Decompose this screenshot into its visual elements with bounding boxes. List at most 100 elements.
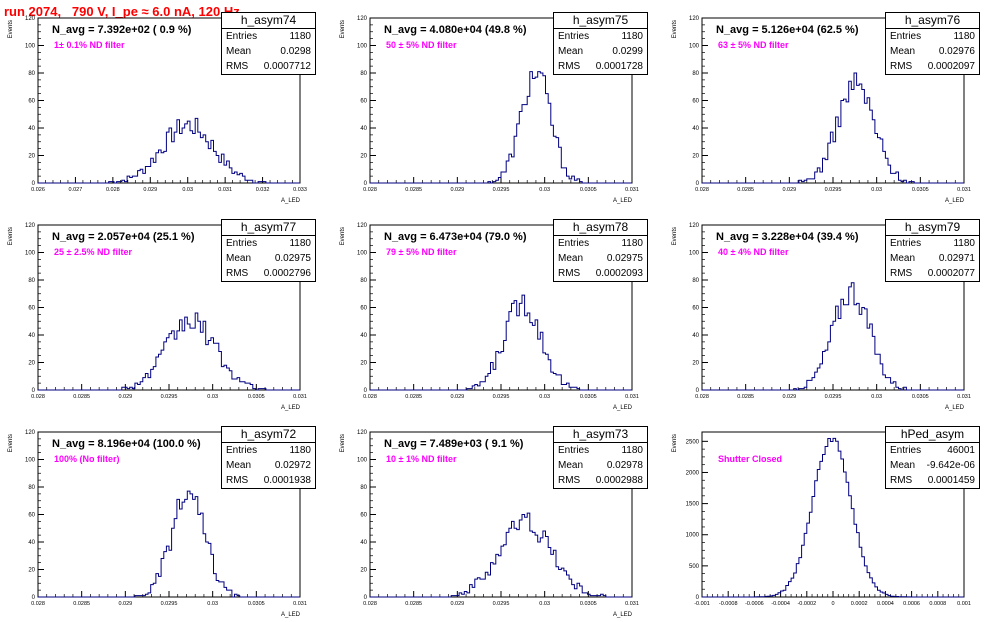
histogram-line (370, 294, 632, 391)
hist-svg: 0 20 40 60 80 100 120 0.028 0.0285 0.029 0.0295 0.0… (672, 223, 971, 411)
x-tick-label: 0.029 (143, 187, 157, 193)
x-tick-label: 0.029 (782, 394, 796, 400)
x-tick-label: 0.0305 (580, 394, 597, 400)
x-tick-label: -0.0008 (719, 601, 738, 607)
stat-row-entries: Entries 1180 (222, 29, 315, 44)
y-tick-label: 60 (692, 99, 699, 105)
y-axis-label: Events (8, 434, 14, 452)
hist-svg: 0 20 40 60 80 100 120 0.026 0.027 0.028 0.029 0.03 0… (8, 16, 307, 204)
y-tick-label: 1000 (686, 533, 700, 539)
stat-row-rms: RMS 0.0001728 (554, 59, 647, 74)
y-axis-label: Events (8, 20, 14, 38)
x-tick-label: 0.031 (218, 187, 232, 193)
histogram-line (370, 512, 632, 598)
x-tick-label: 0.0285 (405, 601, 422, 607)
y-axis-label: Events (672, 227, 678, 245)
histogram-line (370, 71, 632, 184)
stat-row-entries: Entries 1180 (886, 236, 979, 251)
histogram-line (38, 312, 300, 391)
y-tick-label: 2000 (686, 470, 700, 476)
stat-label: RMS (890, 475, 913, 486)
x-tick-label: 0.0006 (903, 601, 920, 607)
x-tick-label: 0.028 (695, 187, 709, 193)
stat-label: Mean (890, 460, 916, 471)
stat-label: Entries (558, 31, 590, 42)
y-tick-label: 100 (25, 251, 36, 257)
y-tick-label: 60 (28, 306, 35, 312)
y-tick-label: 1500 (686, 502, 700, 508)
x-tick-label: 0.0295 (493, 601, 510, 607)
x-tick-label: 0.029 (118, 601, 132, 607)
x-tick-label: -0.0004 (771, 601, 790, 607)
x-tick-label: 0.03 (207, 601, 218, 607)
navg-label: N_avg = 5.126e+04 (62.5 %) (716, 24, 859, 36)
stat-row-entries: Entries 1180 (554, 443, 647, 458)
stat-label: Mean (226, 46, 252, 57)
stat-value: 0.0001459 (927, 475, 975, 486)
x-tick-label: 0.0305 (580, 187, 597, 193)
stat-value: 1180 (621, 445, 643, 456)
y-tick-label: 80 (360, 485, 367, 491)
x-tick-label: 0.0285 (405, 394, 422, 400)
x-tick-label: 0.031 (293, 601, 307, 607)
filter-note: 1± 0.1% ND filter (54, 40, 125, 50)
x-tick-label: 0.03 (871, 394, 882, 400)
y-tick-label: 40 (360, 333, 367, 339)
y-tick-label: 40 (360, 126, 367, 132)
y-tick-label: 20 (28, 568, 35, 574)
y-tick-label: 40 (28, 333, 35, 339)
y-tick-label: 0 (696, 388, 700, 394)
stat-value: 0.02976 (938, 46, 975, 57)
stat-value: 0.0002077 (927, 268, 975, 279)
x-axis-label: A_LED (945, 198, 965, 204)
x-tick-label: 0.029 (450, 187, 464, 193)
navg-label: N_avg = 7.392e+02 ( 0.9 %) (52, 24, 192, 36)
y-tick-label: 80 (360, 278, 367, 284)
filter-note: 100% (No filter) (54, 454, 120, 464)
y-tick-label: 20 (28, 361, 35, 367)
stat-row-entries: Entries 46001 (886, 443, 979, 458)
stat-label: Entries (890, 238, 922, 249)
stat-row-mean: Mean 0.02971 (886, 251, 979, 266)
y-tick-label: 60 (360, 306, 367, 312)
hist-panel-h_asym78: 0 20 40 60 80 100 120 0.028 0.0285 0.029 0.0295 0.0… (332, 207, 664, 414)
stat-value: 0.0002093 (595, 268, 643, 279)
y-tick-label: 120 (689, 16, 700, 22)
y-tick-label: 120 (357, 16, 368, 22)
y-tick-label: 0 (696, 181, 700, 187)
stat-row-mean: Mean 0.02978 (554, 458, 647, 473)
stat-label: RMS (226, 475, 249, 486)
x-tick-label: 0.031 (957, 394, 971, 400)
stat-row-rms: RMS 0.0001459 (886, 473, 979, 488)
y-tick-label: 40 (360, 540, 367, 546)
hist-svg: 0 20 40 60 80 100 120 0.028 0.0285 0.029 0.0295 0.0… (672, 16, 971, 204)
x-tick-label: 0.0002 (851, 601, 868, 607)
y-tick-label: 100 (357, 251, 368, 257)
stat-value: 0.0007712 (263, 61, 311, 72)
navg-label: N_avg = 7.489e+03 ( 9.1 %) (384, 438, 524, 450)
stat-row-rms: RMS 0.0002077 (886, 266, 979, 281)
stat-row-mean: Mean 0.0298 (222, 44, 315, 59)
stat-value: -9.642e-06 (926, 460, 975, 471)
y-tick-label: 0 (696, 595, 700, 601)
stat-row-rms: RMS 0.0002796 (222, 266, 315, 281)
stat-row-rms: RMS 0.0007712 (222, 59, 315, 74)
y-tick-label: 100 (25, 44, 36, 50)
stat-value: 1180 (621, 31, 643, 42)
stat-label: Entries (558, 238, 590, 249)
x-tick-label: 0.0295 (825, 187, 842, 193)
hist-panel-h_asym74: 0 20 40 60 80 100 120 0.026 0.027 0.028 0.029 0.03 0… (0, 0, 332, 207)
hist-svg: 0 20 40 60 80 100 120 0.028 0.0285 0.029 0.0295 0.0… (340, 430, 639, 618)
x-tick-label: 0.03 (539, 601, 550, 607)
hist-svg: 0 20 40 60 80 100 120 0.028 0.0285 0.029 0.0295 0.0… (8, 223, 307, 411)
y-tick-label: 500 (689, 564, 700, 570)
stat-value: 0.02978 (606, 460, 643, 471)
stats-box: h_asym74 Entries 1180 Mean 0.0298 RMS 0.000771… (221, 12, 316, 75)
hist-name: h_asym74 (222, 13, 315, 29)
x-tick-label: 0.028 (363, 601, 377, 607)
y-tick-label: 100 (357, 44, 368, 50)
y-tick-label: 100 (689, 44, 700, 50)
x-tick-label: 0.031 (293, 394, 307, 400)
x-tick-label: 0.0295 (825, 394, 842, 400)
x-tick-label: -0.001 (694, 601, 710, 607)
